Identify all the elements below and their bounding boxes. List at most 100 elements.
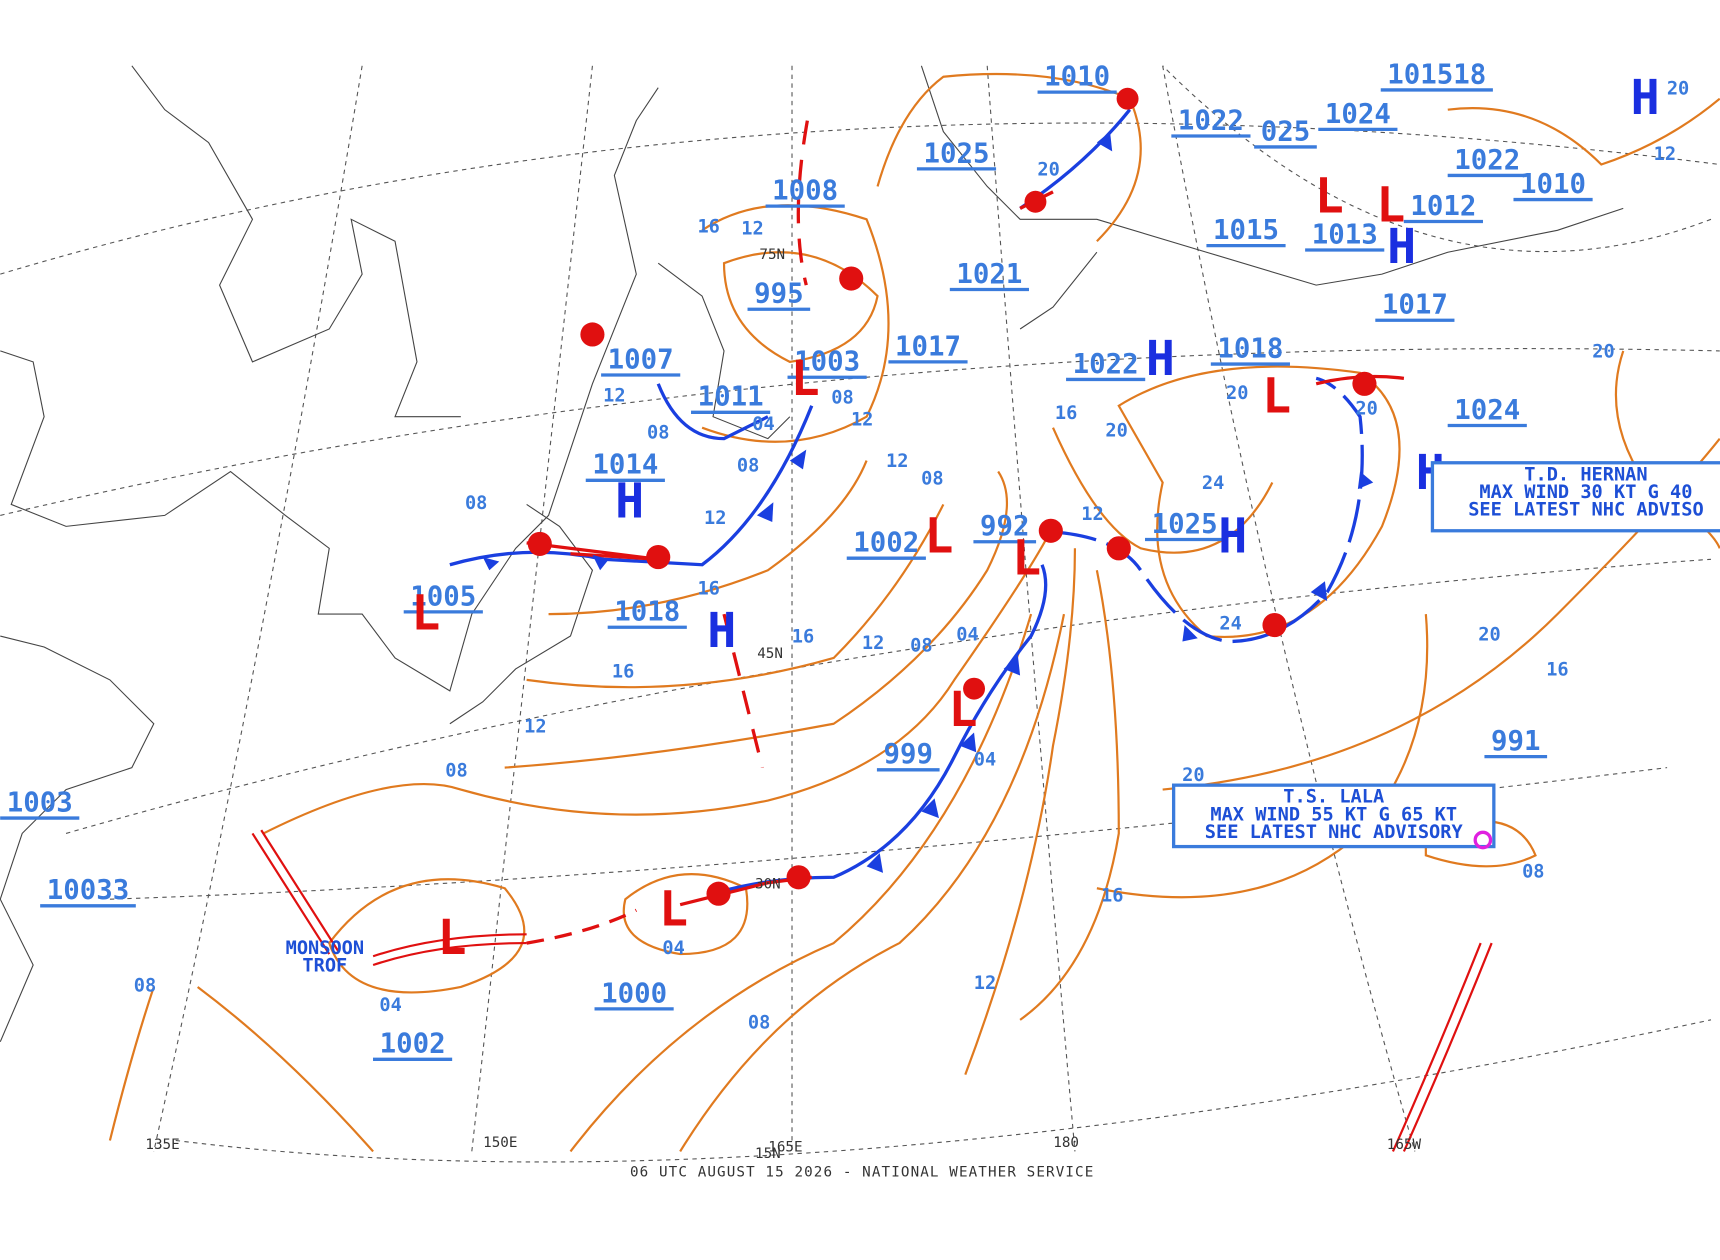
- isobar-label: 16: [1101, 885, 1123, 906]
- pressure-label: 1010: [1044, 62, 1110, 93]
- pressure-label: 1015: [1213, 215, 1279, 246]
- pressure-label: 1003: [7, 787, 73, 818]
- advisory-line: MAX WIND 55 KT G 65 KT: [1210, 804, 1457, 825]
- advisory-line: SEE LATEST NHC ADVISORY: [1205, 822, 1464, 843]
- monsoon-label: MONSOON: [286, 938, 365, 959]
- pressure-label: 1005: [410, 581, 476, 612]
- isobar-label: 12: [974, 973, 996, 994]
- isobar-label: 16: [697, 216, 719, 237]
- pressure-center: L: [1262, 368, 1291, 424]
- longitude-label: 165E: [768, 1139, 802, 1155]
- isobar-label: 08: [831, 388, 853, 409]
- advisory-line: T.S. LALA: [1283, 787, 1384, 808]
- isobar-label: 04: [662, 938, 684, 959]
- isobar-label: 04: [956, 624, 978, 645]
- pressure-label: 992: [980, 511, 1030, 542]
- isobar-label: 08: [921, 469, 943, 490]
- pressure-label: 1010: [1520, 169, 1586, 200]
- isobar-label: 20: [1478, 624, 1500, 645]
- longitude-label: 180: [1053, 1135, 1079, 1151]
- pressure-label: 1024: [1325, 99, 1391, 130]
- pressure-label: 1025: [924, 138, 990, 169]
- isobar-label: 12: [1654, 144, 1676, 165]
- pressure-label: 10033: [47, 875, 130, 906]
- pressure-label: 1007: [608, 344, 674, 375]
- pressure-label: 1014: [592, 450, 658, 481]
- pressure-label: 1022: [1454, 145, 1520, 176]
- isobar-label: 24: [1202, 473, 1224, 494]
- isobar-label: 20: [1592, 341, 1614, 362]
- pressure-center: L: [1315, 169, 1344, 225]
- isobar-label: 20: [1226, 383, 1248, 404]
- isobar-label: 20: [1667, 78, 1689, 99]
- pressure-label: 1003: [794, 347, 860, 378]
- pressure-label: 1012: [1410, 191, 1476, 222]
- isobar-label: 12: [1081, 504, 1103, 525]
- longitude-label: 150E: [483, 1135, 517, 1151]
- isobar-label: 08: [748, 1013, 770, 1034]
- pressure-label: 101518: [1387, 59, 1486, 90]
- pressure-center: H: [1387, 219, 1416, 275]
- pressure-center: H: [1146, 331, 1175, 387]
- isobar-label: 12: [704, 508, 726, 529]
- isobar-label: 08: [737, 456, 759, 477]
- monsoon-label: TROF: [302, 956, 347, 977]
- isobar-label: 16: [1055, 403, 1077, 424]
- advisory-line: SEE LATEST NHC ADVISO: [1468, 499, 1703, 520]
- pressure-label: 1000: [601, 978, 667, 1009]
- pressure-center: H: [1218, 509, 1247, 565]
- isobar-label: 20: [1037, 159, 1059, 180]
- pressure-label: 1017: [895, 331, 961, 362]
- latitude-label: 45N: [757, 646, 783, 662]
- pressure-label: 1018: [1217, 333, 1283, 364]
- pressure-label: 1018: [614, 597, 680, 628]
- pressure-center: L: [659, 882, 688, 938]
- storm-symbol: [1473, 830, 1493, 850]
- isobar-label: 16: [697, 578, 719, 599]
- isobar-label: 04: [752, 414, 774, 435]
- isobar-label: 16: [612, 662, 634, 683]
- labels: 1010 101518 1024 1022 025 1025 1008 995 1021 1017…: [0, 59, 1720, 1162]
- pressure-label: 1021: [956, 259, 1022, 290]
- pressure-label: 025: [1261, 116, 1311, 147]
- pressure-center: L: [949, 682, 978, 738]
- pressure-center: H: [615, 474, 644, 530]
- isobar-label: 12: [862, 633, 884, 654]
- pressure-center: L: [1012, 531, 1041, 587]
- pressure-label: 1002: [853, 528, 919, 559]
- longitude-label: 165W: [1387, 1137, 1422, 1153]
- isobar-label: 04: [974, 749, 996, 770]
- pressure-center: H: [1631, 70, 1660, 126]
- footer: 06 UTC AUGUST 15 2026 - NATIONAL WEATHER…: [630, 1165, 1094, 1181]
- isobar-label: 08: [1522, 861, 1544, 882]
- pressure-label: 1024: [1454, 395, 1520, 426]
- advisory-line: T.D. HERNAN: [1524, 464, 1647, 485]
- pressure-label: 1022: [1073, 349, 1139, 380]
- isobar-label: 16: [792, 627, 814, 648]
- advisory-box: [1430, 461, 1720, 533]
- isobar-label: 08: [134, 975, 156, 996]
- isobars: [108, 72, 1720, 1153]
- isobar-label: 12: [851, 409, 873, 430]
- pressure-center: L: [438, 910, 467, 966]
- isobar-label: 08: [465, 493, 487, 514]
- longitude-label: 135E: [145, 1137, 179, 1153]
- pressure-label: 995: [754, 279, 804, 310]
- pressure-center: H: [707, 603, 736, 659]
- isobar-label: 12: [524, 717, 546, 738]
- pressure-label: 991: [1491, 726, 1541, 757]
- pressure-center: L: [791, 351, 820, 407]
- advisory-box: [1171, 783, 1496, 849]
- isobar-label: 20: [1105, 420, 1127, 441]
- isobar-label: 24: [1219, 613, 1241, 634]
- pressure-center: L: [1376, 178, 1405, 234]
- pressure-label: 1017: [1382, 290, 1448, 321]
- pressure-label: 1025: [1152, 509, 1218, 540]
- pressure-center: L: [411, 585, 440, 641]
- pressure-label: 999: [884, 739, 934, 770]
- latitude-label: 30N: [755, 876, 781, 892]
- pressure-label: 1008: [772, 176, 838, 207]
- latitude-label: 15N: [755, 1146, 781, 1162]
